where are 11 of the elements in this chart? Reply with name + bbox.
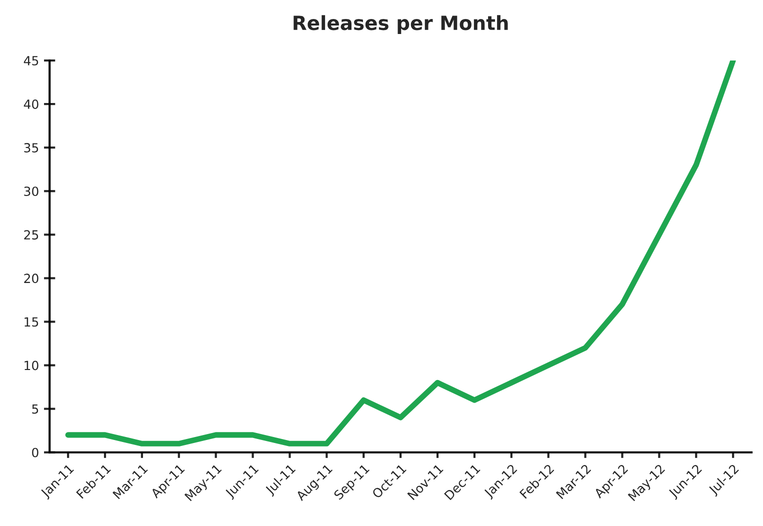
y-tick-label: 0 xyxy=(32,448,38,458)
y-tick-label: 45 xyxy=(24,56,38,66)
y-tick-label: 20 xyxy=(24,274,38,284)
y-tick-label: 30 xyxy=(24,186,38,196)
y-tick-label: 5 xyxy=(32,404,38,414)
y-tick-label: 10 xyxy=(24,360,38,370)
y-tick-label: 35 xyxy=(24,143,38,152)
y-tick-label: 15 xyxy=(24,317,38,327)
y-tick-label: 25 xyxy=(24,230,38,240)
y-tick-label: 40 xyxy=(24,100,38,109)
chart-title: Releases per Month xyxy=(294,15,508,34)
